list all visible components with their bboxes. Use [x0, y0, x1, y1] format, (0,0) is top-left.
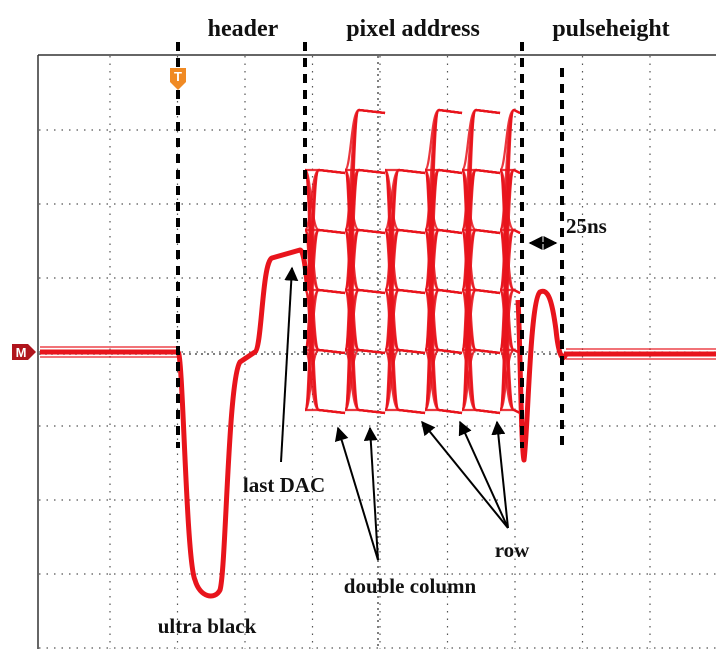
- level-marker: M: [12, 344, 36, 360]
- section-label: pulseheight: [552, 16, 669, 42]
- oscilloscope-figure: T M header pixel address pulseheight 25n…: [0, 0, 716, 649]
- trace: [305, 170, 345, 173]
- timing-label: 25ns: [566, 214, 607, 238]
- annotation: ultra black: [158, 614, 257, 638]
- annotation: double column: [344, 574, 477, 598]
- annotation: row: [495, 538, 530, 562]
- trace: [518, 291, 716, 460]
- section-label: pixel address: [346, 16, 480, 42]
- trace: [40, 250, 308, 596]
- trigger-marker: T: [170, 68, 186, 90]
- level-label: M: [16, 345, 27, 360]
- annotation: last DAC: [243, 473, 325, 497]
- trace: [462, 110, 500, 170]
- trace: [385, 170, 425, 173]
- trigger-label: T: [174, 69, 182, 84]
- section-label: header: [208, 16, 279, 42]
- trace: [425, 110, 462, 170]
